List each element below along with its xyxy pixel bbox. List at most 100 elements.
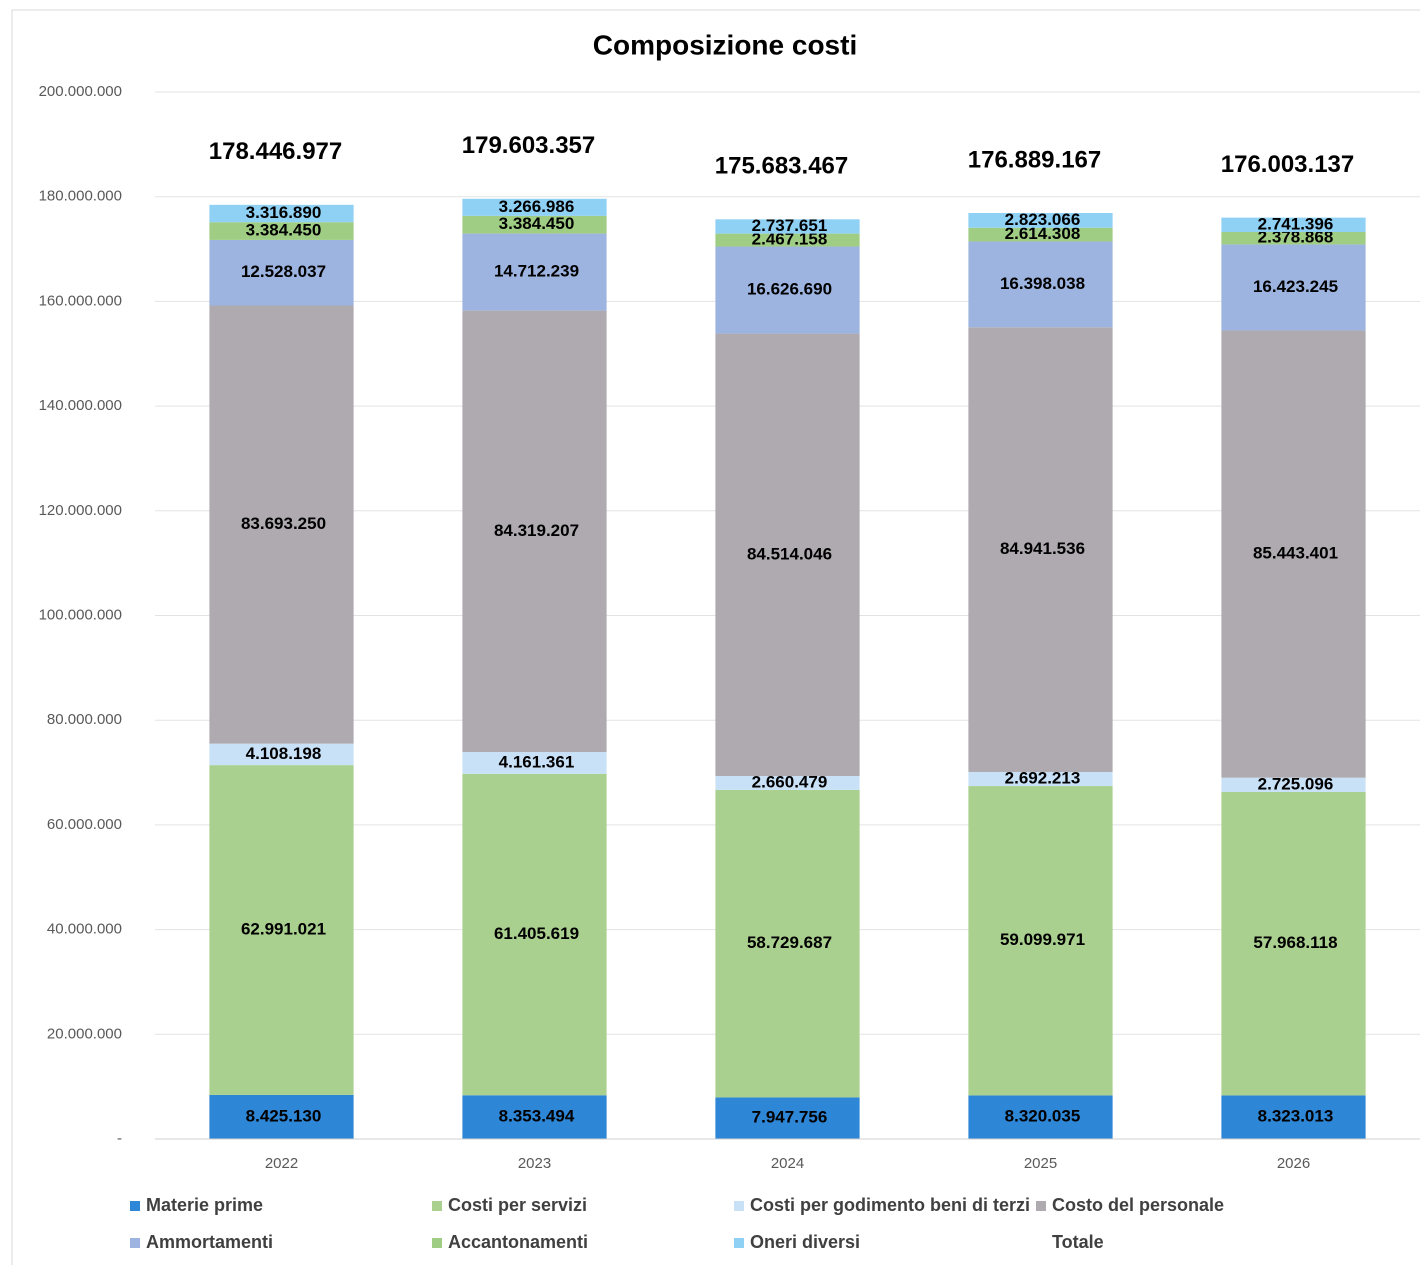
segment-label: 14.712.239 <box>494 262 579 281</box>
segment-label: 3.266.986 <box>499 197 575 216</box>
legend-swatch <box>432 1201 442 1211</box>
bar-segment <box>209 222 354 240</box>
bar-segment <box>462 198 607 216</box>
bar-segment <box>209 1094 354 1139</box>
y-tick-label: 160.000.000 <box>39 292 122 309</box>
segment-label: 3.384.450 <box>246 221 322 240</box>
segment-label: 7.947.756 <box>752 1108 828 1127</box>
y-tick-label: 40.000.000 <box>47 921 122 938</box>
bar-segment <box>715 776 860 790</box>
y-tick-label: 20.000.000 <box>47 1025 122 1042</box>
segment-label: 3.316.890 <box>246 203 322 222</box>
y-tick-label: - <box>117 1130 122 1147</box>
bar-segment <box>968 212 1113 228</box>
bar-segment <box>462 215 607 234</box>
segment-label: 8.425.130 <box>246 1106 322 1125</box>
bar-segment <box>715 233 860 247</box>
y-tick-label: 200.000.000 <box>39 83 122 100</box>
segment-label: 83.693.250 <box>241 514 326 533</box>
bar-segment <box>968 786 1113 1096</box>
segment-label: 2.660.479 <box>752 772 828 791</box>
segment-label: 58.729.687 <box>747 933 832 952</box>
segment-label: 3.384.450 <box>499 214 575 233</box>
x-tick-label: 2026 <box>1277 1155 1310 1172</box>
legend-label: Costo del personale <box>1052 1195 1224 1215</box>
chart-title: Composizione costi <box>593 29 857 60</box>
total-label: 176.889.167 <box>968 146 1101 173</box>
x-tick-label: 2025 <box>1024 1155 1057 1172</box>
segment-label: 85.443.401 <box>1253 544 1338 563</box>
x-tick-label: 2024 <box>771 1155 804 1172</box>
segment-label: 2.378.868 <box>1258 228 1334 247</box>
legend-label: Costi per servizi <box>448 1195 587 1215</box>
bar-segment <box>715 246 860 334</box>
segment-label: 62.991.021 <box>241 919 326 938</box>
bar-segment <box>1221 330 1366 778</box>
bar-segment <box>209 239 354 306</box>
segment-label: 2.614.308 <box>1005 224 1081 243</box>
y-tick-label: 120.000.000 <box>39 502 122 519</box>
total-label: 175.683.467 <box>715 153 848 180</box>
segment-label: 59.099.971 <box>1000 930 1085 949</box>
bar-segment <box>715 333 860 777</box>
legend-label: Accantonamenti <box>448 1232 588 1252</box>
legend-swatch <box>734 1201 744 1211</box>
segment-label: 8.323.013 <box>1258 1107 1334 1126</box>
bar-segment <box>968 1095 1113 1139</box>
segment-label: 2.692.213 <box>1005 768 1081 787</box>
segment-label: 16.423.245 <box>1253 277 1338 296</box>
segment-label: 16.626.690 <box>747 280 832 299</box>
y-tick-label: 100.000.000 <box>39 606 122 623</box>
total-label: 179.603.357 <box>462 132 595 159</box>
segment-label: 2.467.158 <box>752 230 828 249</box>
bar-segment <box>715 789 860 1098</box>
segment-label: 4.161.361 <box>499 752 575 771</box>
segment-label: 84.514.046 <box>747 544 832 563</box>
segment-label: 2.823.066 <box>1005 210 1081 229</box>
segment-label: 4.108.198 <box>246 744 322 763</box>
bar-segment <box>462 310 607 753</box>
segment-label: 16.398.038 <box>1000 274 1085 293</box>
bar-segment <box>209 765 354 1095</box>
y-tick-label: 180.000.000 <box>39 188 122 205</box>
legend-label: Totale <box>1052 1232 1104 1252</box>
bar-segment <box>209 743 354 766</box>
bar-segment <box>968 227 1113 242</box>
legend-swatch <box>1036 1201 1046 1211</box>
segment-label: 8.320.035 <box>1005 1107 1081 1126</box>
bar-segment <box>968 327 1113 772</box>
segment-label: 12.528.037 <box>241 262 326 281</box>
bar-segment <box>462 1095 607 1139</box>
bar-segment <box>462 773 607 1096</box>
legend-swatch <box>130 1238 140 1248</box>
bar-segment <box>1221 791 1366 1096</box>
bar-segment <box>462 233 607 311</box>
legend-swatch <box>432 1238 442 1248</box>
segment-label: 61.405.619 <box>494 924 579 943</box>
bar-segment <box>1221 777 1366 792</box>
segment-label: 57.968.118 <box>1253 933 1337 952</box>
segment-label: 84.941.536 <box>1000 539 1085 558</box>
total-label: 176.003.137 <box>1221 151 1354 178</box>
bar-segment <box>715 1097 860 1139</box>
bar-segment <box>968 771 1113 787</box>
segment-label: 2.737.651 <box>752 216 828 235</box>
segment-label: 2.725.096 <box>1258 774 1334 793</box>
y-tick-label: 80.000.000 <box>47 711 122 728</box>
total-label: 178.446.977 <box>209 138 342 165</box>
legend-label: Costi per godimento beni di terzi <box>750 1195 1030 1215</box>
y-tick-label: 140.000.000 <box>39 397 122 414</box>
bar-segment <box>1221 217 1366 232</box>
legend-label: Materie prime <box>146 1195 263 1215</box>
y-tick-label: 60.000.000 <box>47 816 122 833</box>
legend-label: Oneri diversi <box>750 1232 860 1252</box>
legend-label: Ammortamenti <box>146 1232 273 1252</box>
bar-segment <box>462 752 607 774</box>
bar-segment <box>1221 1095 1366 1139</box>
segment-label: 84.319.207 <box>494 521 579 540</box>
bar-segment <box>1221 231 1366 245</box>
bar-segment <box>715 219 860 234</box>
segment-label: 8.353.494 <box>499 1107 575 1126</box>
bar-segment <box>209 305 354 744</box>
